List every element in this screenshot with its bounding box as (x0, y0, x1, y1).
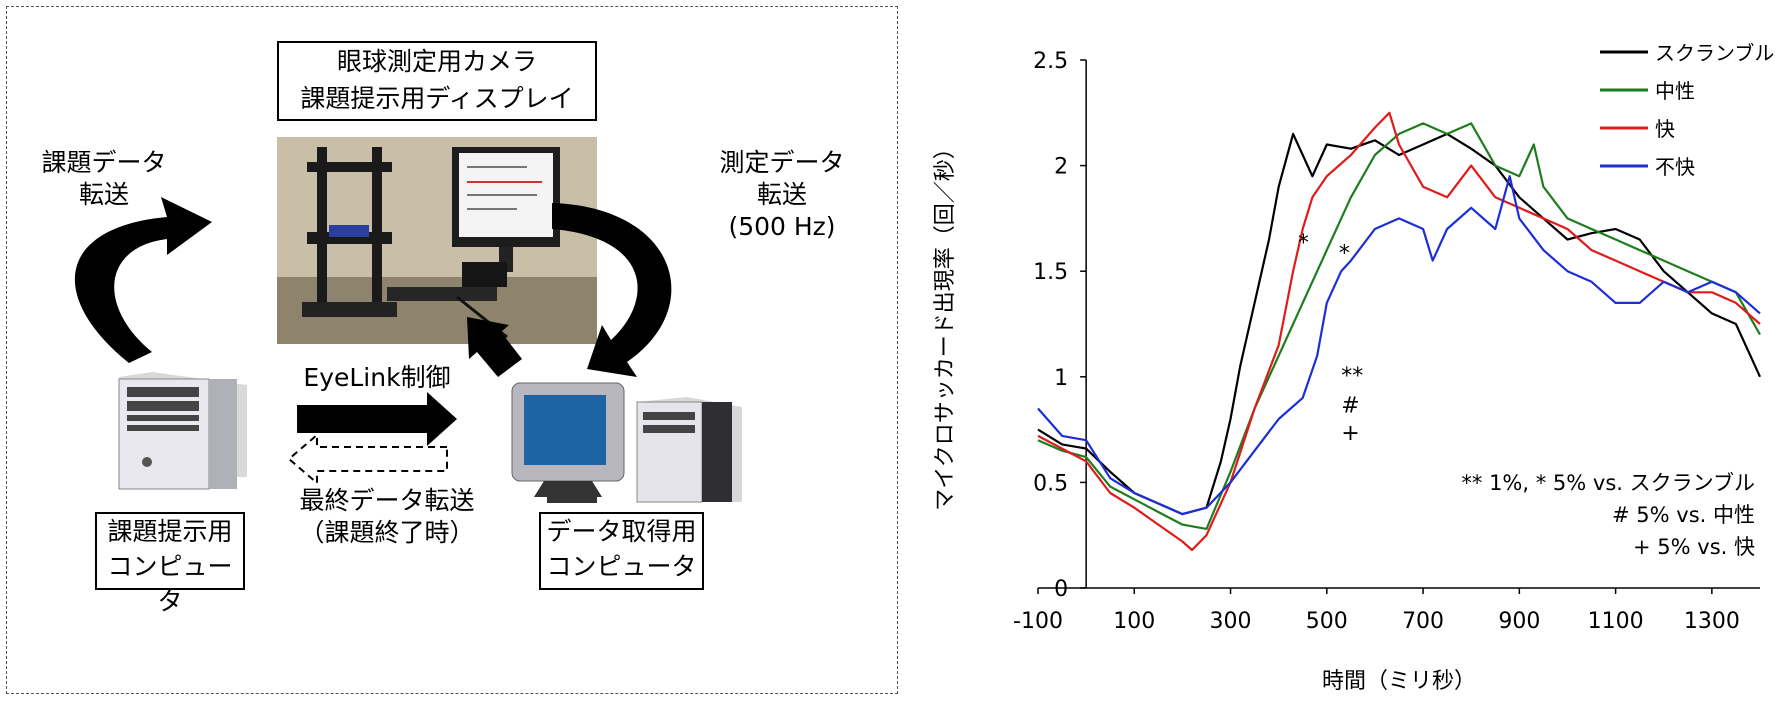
x-tick-label: 700 (1402, 609, 1444, 634)
eyelink-arrow (297, 392, 457, 446)
final-transfer-label: 最終データ転送 （課題終了時） (277, 485, 497, 549)
measure-transfer-line3: (500 Hz) (728, 212, 836, 241)
significance-mark-2: ** (1341, 364, 1363, 389)
task-pc-line2: コンピュータ (107, 552, 233, 616)
task-transfer-line1: 課題データ (41, 148, 167, 177)
measure-transfer-line1: 測定データ (719, 148, 845, 177)
final-transfer-line2: （課題終了時） (299, 518, 475, 547)
y-tick-label: 2.5 (1033, 49, 1068, 74)
measure-transfer-line2: 転送 (756, 180, 807, 209)
curved-arrow-left (74, 197, 212, 363)
footnote-0: ** 1%, * 5% vs. スクランブル (1461, 471, 1755, 495)
x-axis-label: 時間（ミリ秒） (1322, 669, 1476, 694)
x-tick-label: 100 (1113, 609, 1155, 634)
diagram-panel: 眼球測定用カメラ 課題提示用ディスプレイ 課題データ 転送 測定データ 転送 (… (6, 6, 898, 694)
y-tick-label: 0.5 (1033, 471, 1068, 496)
diagram-arrows (74, 197, 742, 503)
significance-mark-3: # (1341, 394, 1359, 419)
data-pc-line1: データ取得用 (546, 517, 697, 546)
series-line-1 (1037, 122, 1761, 531)
data-pc-line2: コンピュータ (546, 552, 697, 581)
final-transfer-arrow (287, 432, 448, 486)
footnote-2: + 5% vs. 快 (1633, 535, 1755, 559)
up-arrow (467, 317, 522, 377)
task-transfer-line2: 転送 (78, 180, 129, 209)
x-tick-label: -100 (1013, 609, 1063, 634)
x-tick-label: 900 (1498, 609, 1540, 634)
task-pc-line1: 課題提示用 (107, 517, 233, 546)
data-computer-icon (511, 382, 742, 503)
curved-arrow-right (552, 203, 672, 377)
series-line-2 (1037, 111, 1761, 552)
data-pc-box: データ取得用 コンピュータ (539, 512, 704, 590)
final-transfer-line1: 最終データ転送 (299, 486, 475, 515)
significance-mark-1: * (1339, 242, 1350, 267)
series-line-3 (1037, 175, 1761, 516)
x-tick-label: 1100 (1588, 609, 1644, 634)
y-tick-label: 2 (1054, 155, 1068, 180)
y-tick-label: 1 (1054, 366, 1068, 391)
significance-mark-4: + (1341, 421, 1359, 446)
legend-label-2: 快 (1655, 117, 1675, 141)
series-line-0 (1037, 132, 1762, 516)
x-tick-label: 500 (1306, 609, 1348, 634)
footnote-1: # 5% vs. 中性 (1612, 503, 1755, 527)
x-tick-label: 300 (1210, 609, 1252, 634)
task-transfer-label: 課題データ 転送 (29, 147, 179, 211)
x-tick-label: 1300 (1684, 609, 1740, 634)
task-computer-icon (118, 372, 247, 490)
task-pc-box: 課題提示用 コンピュータ (95, 512, 245, 616)
camera-box-line2: 課題提示用ディスプレイ (300, 84, 574, 113)
measure-transfer-label: 測定データ 転送 (500 Hz) (707, 147, 857, 243)
y-tick-label: 0 (1054, 577, 1068, 602)
camera-display-box: 眼球測定用カメラ 課題提示用ディスプレイ (277, 41, 597, 121)
eyelink-label: EyeLink制御 (303, 363, 451, 392)
y-tick-label: 1.5 (1033, 260, 1068, 285)
camera-box-line1: 眼球測定用カメラ (336, 47, 537, 76)
camera-setup-photo (277, 137, 597, 344)
legend-label-1: 中性 (1655, 79, 1695, 103)
y-axis-label: マイクロサッカード出現率（回／秒） (933, 137, 958, 511)
significance-mark-0: * (1298, 231, 1309, 256)
legend-label-3: 不快 (1655, 155, 1695, 179)
legend-label-0: スクランブル (1655, 41, 1774, 65)
